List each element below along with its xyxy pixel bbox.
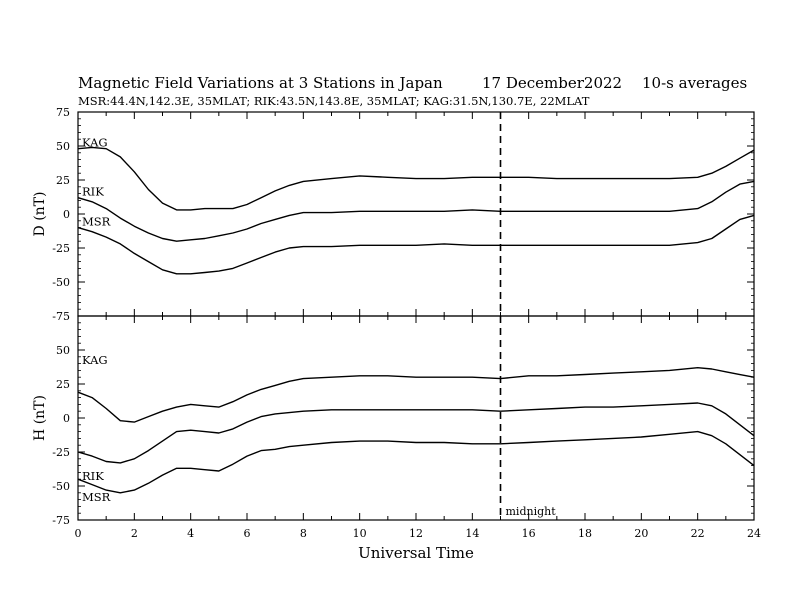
xtick-label: 8	[300, 527, 307, 540]
bottom-ytick-label: -75	[52, 514, 70, 527]
bottom-series-label-rik: RIK	[82, 469, 104, 483]
top-ytick-label: -75	[52, 310, 70, 323]
bottom-series-label-msr: MSR	[82, 490, 111, 504]
top-ylabel: D (nT)	[32, 192, 48, 237]
averaging-label: 10-s averages	[642, 74, 747, 92]
top-ytick-label: -25	[52, 242, 70, 255]
xtick-label: 12	[409, 527, 423, 540]
top-ytick-label: 0	[63, 208, 70, 221]
xtick-label: 10	[353, 527, 367, 540]
top-series-label-rik: RIK	[82, 185, 104, 199]
xtick-label: 16	[522, 527, 536, 540]
bottom-ytick-label: 0	[63, 412, 70, 425]
midnight-label: midnight	[506, 505, 557, 518]
stations-info: MSR:44.4N,142.3E, 35MLAT; RIK:43.5N,143.…	[78, 94, 590, 108]
xtick-label: 4	[187, 527, 194, 540]
plot-area: -75 -50 -25 0 25 50 75 D (nT) KAG RIK MSR -75 -50 -25…	[32, 106, 761, 562]
xtick-label: 0	[75, 527, 82, 540]
top-series-rik	[77, 180, 755, 242]
chart-date: 17 December2022	[482, 74, 622, 92]
bottom-ytick-label: -50	[52, 480, 70, 493]
bottom-ytick-label: -25	[52, 446, 70, 459]
top-series-label-msr: MSR	[82, 215, 111, 229]
chart-title: Magnetic Field Variations at 3 Stations …	[78, 74, 443, 92]
bottom-series-kag	[77, 367, 755, 423]
bottom-series-label-kag: KAG	[82, 353, 108, 367]
bottom-series-msr	[77, 430, 755, 494]
bottom-panel-frame	[77, 315, 755, 521]
bottom-ylabel: H (nT)	[32, 395, 48, 441]
xtick-label: 20	[634, 527, 648, 540]
top-panel-frame	[77, 111, 755, 317]
top-ytick-label: -50	[52, 276, 70, 289]
xtick-label: 24	[747, 527, 761, 540]
xlabel: Universal Time	[358, 544, 474, 562]
top-ytick-label: 75	[56, 106, 70, 119]
xtick-label: 22	[691, 527, 705, 540]
xtick-label: 18	[578, 527, 592, 540]
top-series-label-kag: KAG	[82, 136, 108, 150]
top-ytick-label: 25	[56, 174, 70, 187]
xtick-label: 6	[244, 527, 251, 540]
xtick-label: 14	[465, 527, 479, 540]
top-ytick-label: 50	[56, 140, 70, 153]
bottom-series-rik	[77, 402, 755, 464]
bottom-ytick-label: 25	[56, 378, 70, 391]
top-series-kag	[77, 146, 755, 211]
xtick-label: 2	[131, 527, 138, 540]
bottom-ytick-label: 50	[56, 344, 70, 357]
top-series-msr	[77, 214, 755, 275]
